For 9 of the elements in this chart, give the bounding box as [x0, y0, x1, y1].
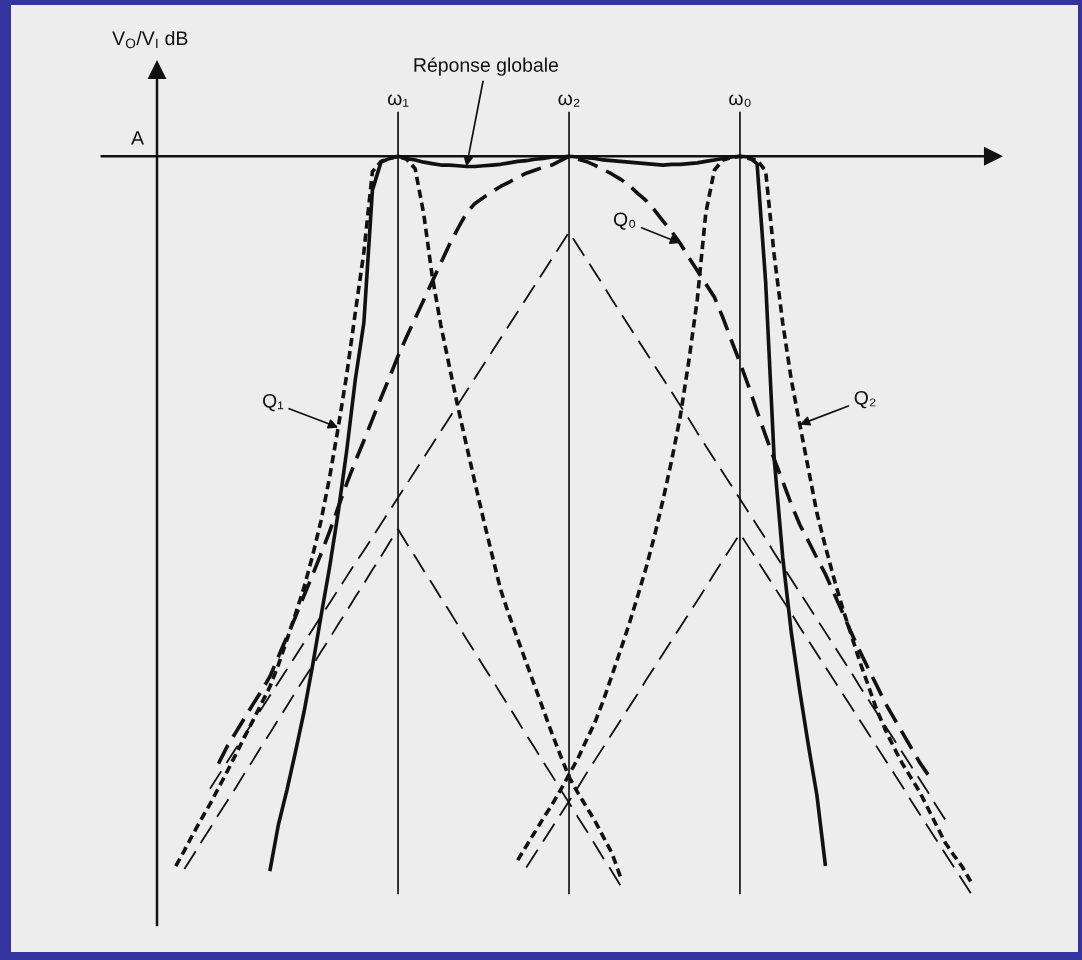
x-tick-label: ω₀ [729, 94, 751, 107]
text: Q₂ [854, 390, 876, 409]
y-axis-title: V$_{O}$/V$_{I}$ dB [112, 30, 188, 49]
text: Réponse globale [414, 57, 558, 76]
series-label: Q₀ [613, 212, 636, 230]
text: Q₁ [263, 393, 284, 412]
text: A [131, 131, 144, 145]
x-tick-label: ω₁ [387, 94, 409, 107]
x-tick-label: ω₂ [558, 94, 580, 107]
